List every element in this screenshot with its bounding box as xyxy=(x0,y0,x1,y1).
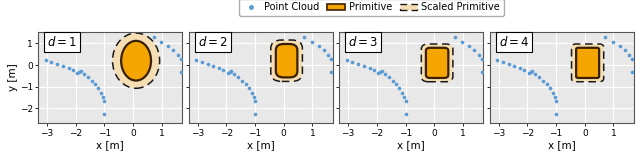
FancyBboxPatch shape xyxy=(576,48,599,78)
Y-axis label: y [m]: y [m] xyxy=(8,64,18,91)
X-axis label: x [m]: x [m] xyxy=(247,140,275,150)
X-axis label: x [m]: x [m] xyxy=(548,140,575,150)
Ellipse shape xyxy=(121,41,151,81)
FancyBboxPatch shape xyxy=(276,44,298,77)
Text: $d = 3$: $d = 3$ xyxy=(348,35,378,49)
FancyBboxPatch shape xyxy=(572,44,604,82)
FancyBboxPatch shape xyxy=(271,40,303,81)
Legend: Point Cloud, Primitive, Scaled Primitive: Point Cloud, Primitive, Scaled Primitive xyxy=(239,0,504,16)
X-axis label: x [m]: x [m] xyxy=(397,140,425,150)
FancyBboxPatch shape xyxy=(426,48,449,78)
FancyBboxPatch shape xyxy=(421,44,453,82)
Ellipse shape xyxy=(113,33,159,88)
Text: $d = 2$: $d = 2$ xyxy=(198,35,228,49)
Text: $d = 4$: $d = 4$ xyxy=(499,35,529,49)
X-axis label: x [m]: x [m] xyxy=(97,140,124,150)
Text: $d = 1$: $d = 1$ xyxy=(47,35,77,49)
